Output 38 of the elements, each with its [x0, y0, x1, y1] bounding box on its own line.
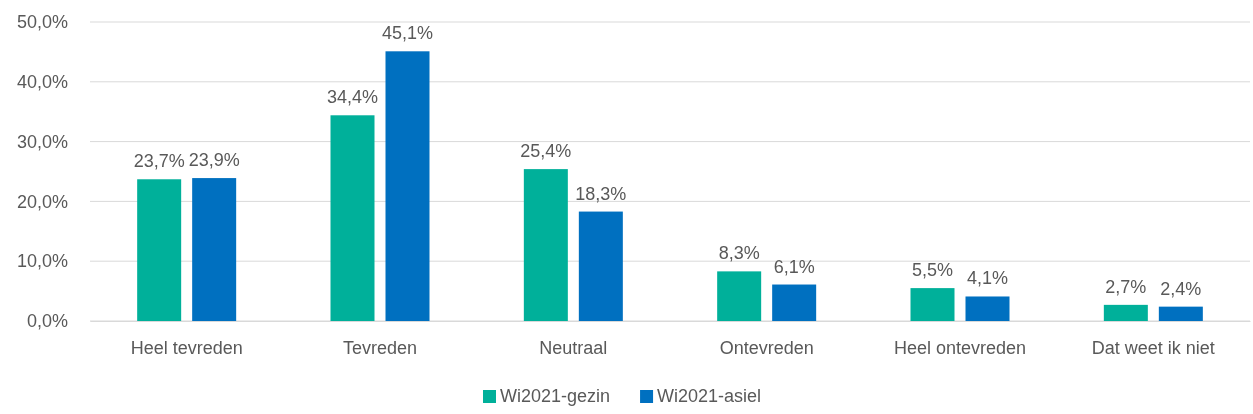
bar	[523, 169, 568, 321]
data-label: 23,7%	[133, 151, 185, 172]
bar	[1103, 304, 1148, 321]
data-label: 5,5%	[911, 260, 954, 281]
bar	[965, 296, 1010, 321]
bar	[578, 211, 623, 321]
x-tick-label: Tevreden	[342, 337, 418, 358]
bar	[717, 271, 762, 321]
data-label: 2,7%	[1105, 276, 1147, 297]
data-label: 23,9%	[188, 150, 240, 171]
bar	[385, 51, 430, 321]
y-tick-label: 40,0%	[16, 72, 68, 93]
data-label: 45,1%	[381, 23, 434, 44]
y-tick-label: 20,0%	[16, 191, 68, 212]
data-label: 4,1%	[966, 268, 1009, 289]
data-label: 34,4%	[326, 87, 379, 108]
data-label: 25,4%	[520, 141, 572, 162]
legend-label: Wi2021-gezin	[500, 386, 611, 406]
x-tick-label: Heel tevreden	[130, 337, 243, 358]
y-tick-label: 50,0%	[16, 12, 68, 33]
bar	[772, 284, 817, 321]
bar	[910, 288, 955, 321]
data-label: 18,3%	[575, 183, 627, 204]
bar	[1158, 306, 1203, 321]
x-tick-label: Dat weet ik niet	[1091, 337, 1215, 358]
bar	[330, 115, 375, 321]
bar	[137, 179, 182, 321]
y-tick-label: 30,0%	[16, 131, 68, 152]
data-label: 8,3%	[718, 243, 760, 264]
y-tick-label: 10,0%	[16, 251, 68, 272]
data-label: 2,4%	[1160, 278, 1202, 299]
x-tick-label: Ontevreden	[719, 337, 814, 358]
x-tick-label: Heel ontevreden	[893, 337, 1027, 358]
y-tick-label: 0,0%	[26, 311, 68, 332]
legend-label: Wi2021-asiel	[657, 386, 762, 406]
x-tick-label: Neutraal	[539, 337, 608, 358]
bar	[192, 178, 237, 321]
data-label: 6,1%	[773, 256, 815, 277]
